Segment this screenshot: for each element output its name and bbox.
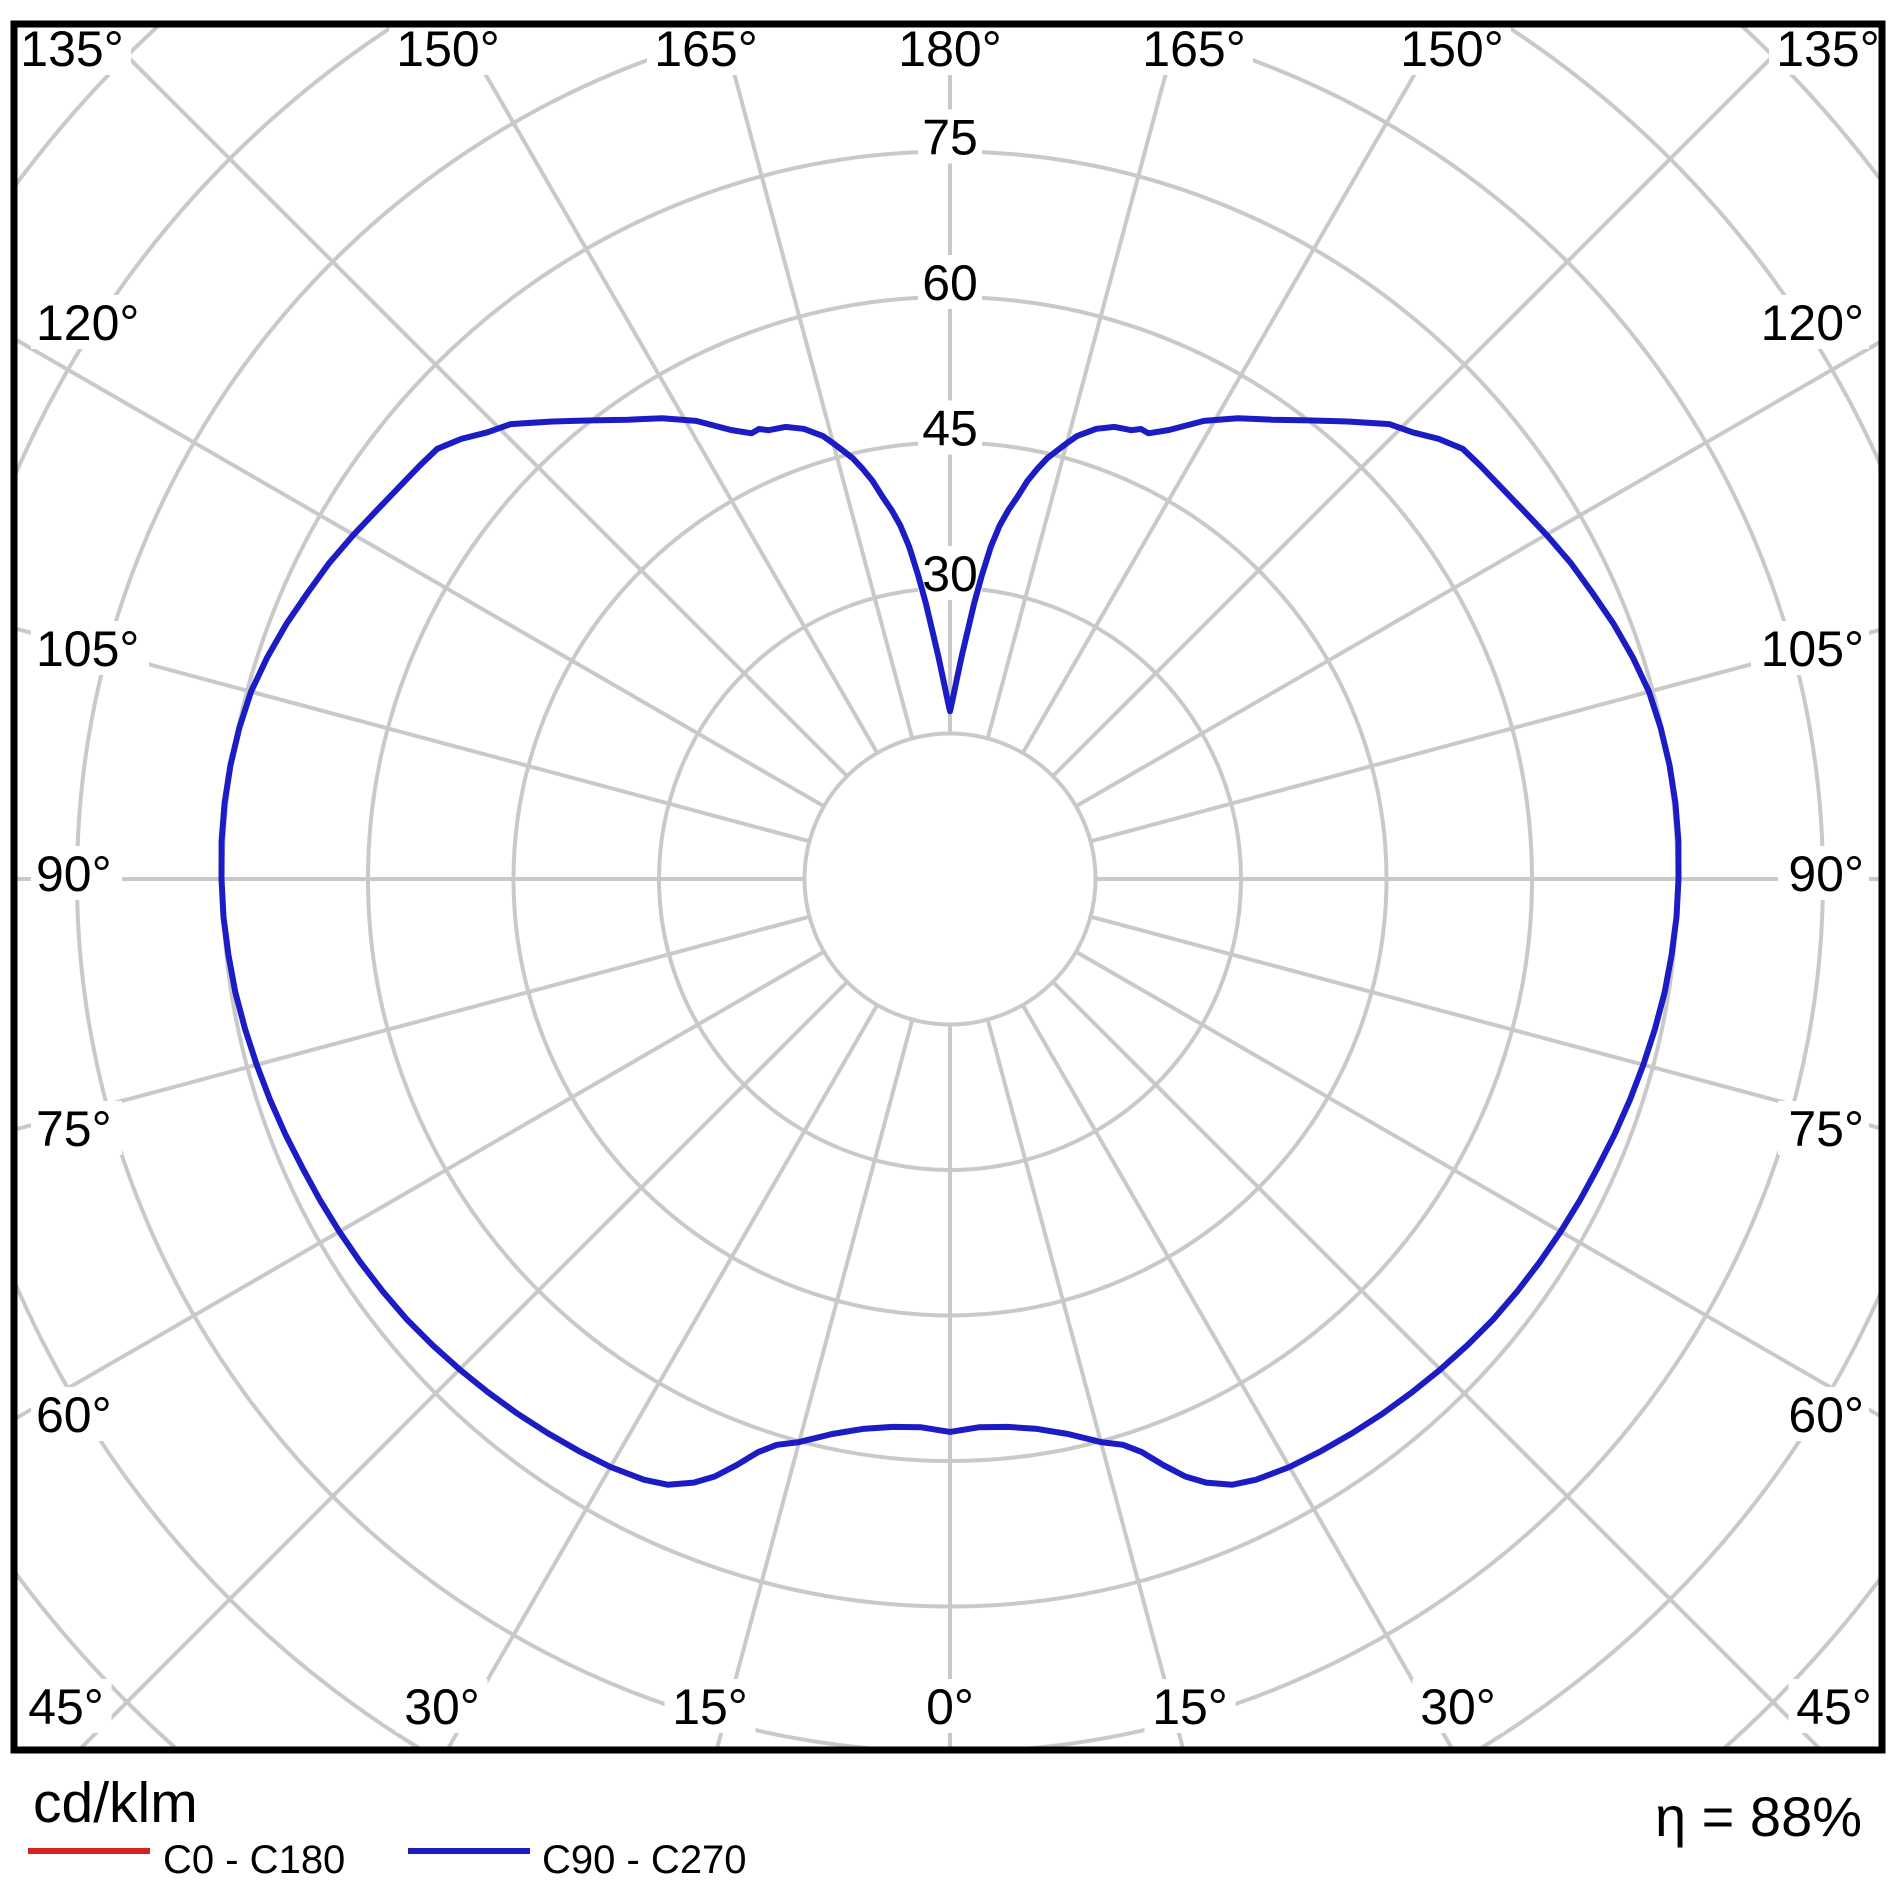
angle-grid-spoke: [1075, 950, 1882, 1420]
angle-grid-spoke: [1075, 338, 1882, 808]
angle-grid-spoke: [1051, 24, 1808, 778]
angle-label: 45°: [28, 1679, 104, 1735]
angle-label: 135°: [20, 21, 123, 77]
radial-tick-label: 60: [922, 255, 978, 311]
angle-label-bg: [1788, 1679, 1880, 1733]
angle-label-bg: [1778, 1101, 1869, 1155]
radial-tick-label: 75: [922, 110, 978, 166]
radial-tick-label-bg: [918, 400, 982, 455]
angle-label: 0°: [926, 1679, 974, 1735]
angle-grid-spoke: [985, 1019, 1186, 1750]
angle-grid-spoke: [76, 980, 849, 1750]
angle-label-bg: [891, 21, 1009, 75]
angle-label-bg: [389, 21, 507, 75]
angle-label: 120°: [1761, 295, 1864, 351]
angle-grid-spoke: [1090, 627, 1882, 844]
legend-label-c0-c180: C0 - C180: [163, 1838, 346, 1882]
legend-label-c90-c270: C90 - C270: [542, 1838, 747, 1882]
angle-label-bg: [396, 1679, 488, 1733]
angle-label: 15°: [1152, 1679, 1228, 1735]
angle-label-bg: [31, 295, 149, 349]
angle-grid-spoke: [1051, 980, 1824, 1750]
radial-tick-label-bg: [918, 109, 982, 164]
angle-label: 60°: [1788, 1387, 1864, 1443]
angle-label-bg: [1778, 1387, 1869, 1441]
angle-label: 90°: [1788, 846, 1864, 902]
angle-label: 30°: [1420, 1679, 1496, 1735]
angle-label-bg: [664, 1679, 756, 1733]
angle-label-bg: [31, 1387, 122, 1441]
angle-grid-spoke: [714, 1019, 915, 1750]
c90-c270-curve: [218, 415, 1682, 1488]
angle-grid-spoke: [444, 1004, 879, 1750]
angle-label-bg: [31, 846, 122, 900]
angle-label: 60°: [36, 1387, 112, 1443]
units-label: cd/klm: [33, 1771, 198, 1835]
legend-swatch-c90-c270: [408, 1848, 530, 1854]
angle-grid-spoke: [454, 24, 879, 754]
angle-label: 150°: [1400, 21, 1503, 77]
polar-grid: [14, 24, 1882, 1750]
angle-label-bg: [1769, 21, 1887, 75]
angle-grid-spoke: [985, 24, 1182, 739]
angle-label: 180°: [898, 21, 1001, 77]
angle-label: 15°: [672, 1679, 748, 1735]
angle-grid-spoke: [14, 914, 810, 1132]
angle-label: 45°: [1796, 1679, 1872, 1735]
legend-swatch-c0-c180: [28, 1848, 150, 1854]
angle-label: 75°: [36, 1101, 112, 1157]
angle-label-bg: [1144, 1679, 1236, 1733]
angle-grid-spoke: [1090, 914, 1882, 1131]
efficiency-label: η = 88%: [1654, 1785, 1862, 1848]
angle-label: 165°: [654, 21, 757, 77]
angle-grid-spoke: [1021, 1004, 1456, 1750]
radial-tick-label-bg: [918, 255, 982, 309]
polar-plot: 30 45 60 75 135° 150° 165° 180° 165° 150° 135° 45° 3…: [10, 20, 1887, 1754]
angle-label: 90°: [36, 846, 112, 902]
plot-frame: [10, 20, 1886, 1754]
angle-label: 120°: [36, 295, 139, 351]
radial-tick-label-bg: [918, 546, 982, 600]
angle-label-bg: [13, 21, 131, 75]
angle-label: 135°: [1776, 21, 1879, 77]
angle-label-bg: [1751, 295, 1869, 349]
angle-grid-spoke: [1021, 24, 1446, 754]
angle-grid-spoke: [92, 24, 849, 778]
angle-label: 165°: [1142, 21, 1245, 77]
angle-grid-spoke: [14, 336, 825, 808]
radial-tick-label: 45: [922, 401, 978, 457]
angle-label-bg: [1412, 1679, 1504, 1733]
angle-label: 105°: [36, 621, 139, 677]
angle-label-bg: [31, 1101, 122, 1155]
angle-label-bg: [1393, 21, 1511, 75]
angle-label: 150°: [396, 21, 499, 77]
angle-label-bg: [20, 1679, 112, 1733]
angle-label: 30°: [404, 1679, 480, 1735]
angle-label: 105°: [1761, 621, 1864, 677]
angle-label-bg: [918, 1679, 982, 1733]
angle-label-bg: [31, 621, 149, 675]
angle-grid-spoke: [14, 626, 810, 844]
angle-label-bg: [1135, 21, 1253, 75]
angle-grid-spoke: [14, 950, 825, 1422]
angle-label-bg: [647, 21, 765, 75]
radial-grid-ring: [802, 731, 1098, 1027]
angle-label-bg: [1778, 846, 1869, 900]
angle-label: 75°: [1788, 1101, 1864, 1157]
radial-tick-label: 30: [922, 546, 978, 602]
angle-grid-spoke: [718, 24, 915, 739]
angle-label-bg: [1751, 621, 1869, 675]
